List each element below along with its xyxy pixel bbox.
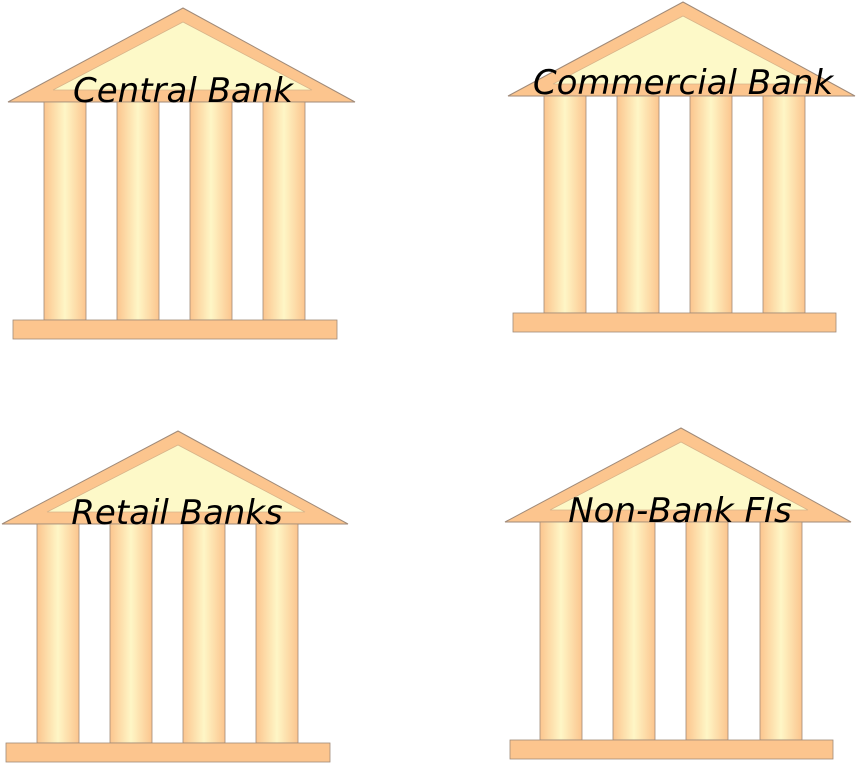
column xyxy=(689,95,733,314)
column xyxy=(262,101,306,321)
bank-label: Non-Bank FIs xyxy=(568,491,792,531)
bank-building-retail: Retail Banks xyxy=(1,430,349,763)
column xyxy=(36,523,80,744)
bank-building-icon xyxy=(504,427,852,760)
column xyxy=(116,101,160,321)
column xyxy=(43,101,87,321)
bank-building-central: Central Bank xyxy=(7,7,356,340)
roof-inner xyxy=(52,21,313,91)
base xyxy=(12,319,338,340)
column xyxy=(759,521,803,741)
bank-building-icon xyxy=(507,1,856,333)
roof-inner xyxy=(549,441,809,511)
column xyxy=(616,95,660,314)
column xyxy=(109,523,153,744)
bank-building-icon xyxy=(1,430,349,763)
base xyxy=(5,742,331,763)
column xyxy=(612,521,656,741)
bank-label: Commercial Bank xyxy=(533,63,835,103)
column xyxy=(255,523,299,744)
column xyxy=(543,95,587,314)
column xyxy=(685,521,729,741)
column xyxy=(762,95,806,314)
column xyxy=(189,101,233,321)
base xyxy=(512,312,837,333)
roof-inner xyxy=(46,444,306,513)
base xyxy=(509,739,834,760)
bank-label: Central Bank xyxy=(73,71,294,111)
bank-building-icon xyxy=(7,7,356,340)
bank-label: Retail Banks xyxy=(71,493,283,533)
bank-building-nonbank: Non-Bank FIs xyxy=(504,427,852,760)
roof-inner xyxy=(552,15,813,85)
column xyxy=(182,523,226,744)
column xyxy=(539,521,583,741)
bank-building-commercial: Commercial Bank xyxy=(507,1,856,333)
